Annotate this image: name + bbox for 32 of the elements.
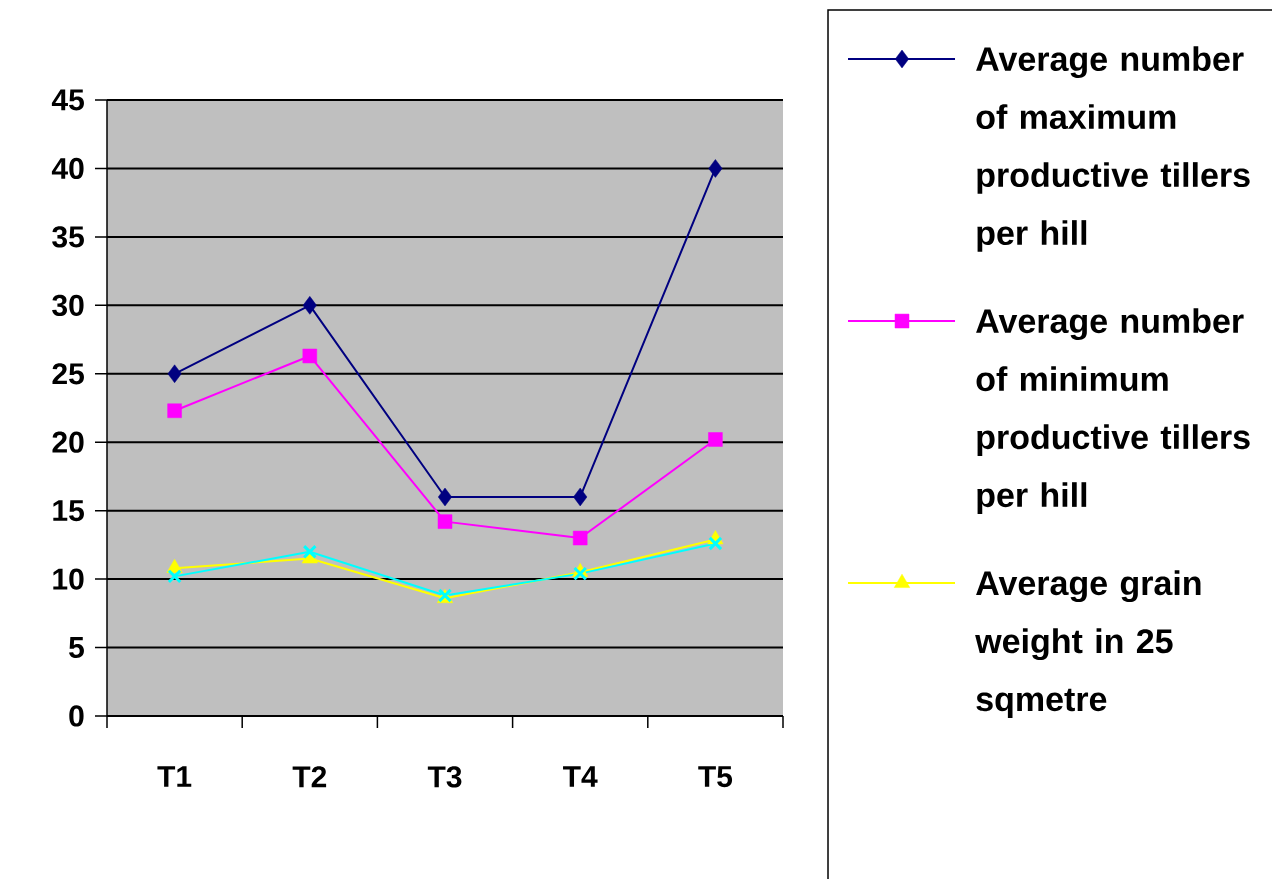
y-tick-label: 25 <box>52 363 84 385</box>
point <box>167 364 182 383</box>
legend-label: Average number of maximum productive tillers per hill <box>976 46 1250 252</box>
point <box>573 487 588 507</box>
point <box>302 544 317 559</box>
point <box>573 566 588 581</box>
legend-label: Average grain weight in 25 sqmetre <box>975 570 1201 718</box>
x-tick-label: T4 <box>563 766 598 787</box>
x-tick-label: T1 <box>157 766 192 787</box>
y-tick-label: 40 <box>51 157 84 180</box>
y-tick-label: 45 <box>51 89 84 111</box>
point <box>437 514 453 529</box>
point <box>167 403 182 418</box>
x-tick-label: T5 <box>698 766 733 788</box>
point <box>302 348 318 364</box>
point <box>708 432 723 447</box>
y-tick-label: 35 <box>52 226 84 248</box>
y-tick-label: 5 <box>69 637 84 659</box>
y-tick-label: 0 <box>69 705 84 727</box>
y-tick-label: 30 <box>52 294 84 316</box>
point <box>572 530 588 546</box>
point <box>708 159 723 178</box>
point <box>167 569 182 584</box>
y-tick-label: 10 <box>53 568 84 590</box>
x-tick-label: T3 <box>427 766 462 788</box>
point <box>438 487 452 507</box>
x-tick-label: T2 <box>292 766 327 788</box>
point <box>302 296 317 315</box>
point <box>708 536 723 551</box>
legend-label: Average number of minimum productive tillers per hill <box>976 308 1250 514</box>
y-tick-label: 20 <box>52 431 84 453</box>
y-tick-label: 15 <box>53 500 84 522</box>
